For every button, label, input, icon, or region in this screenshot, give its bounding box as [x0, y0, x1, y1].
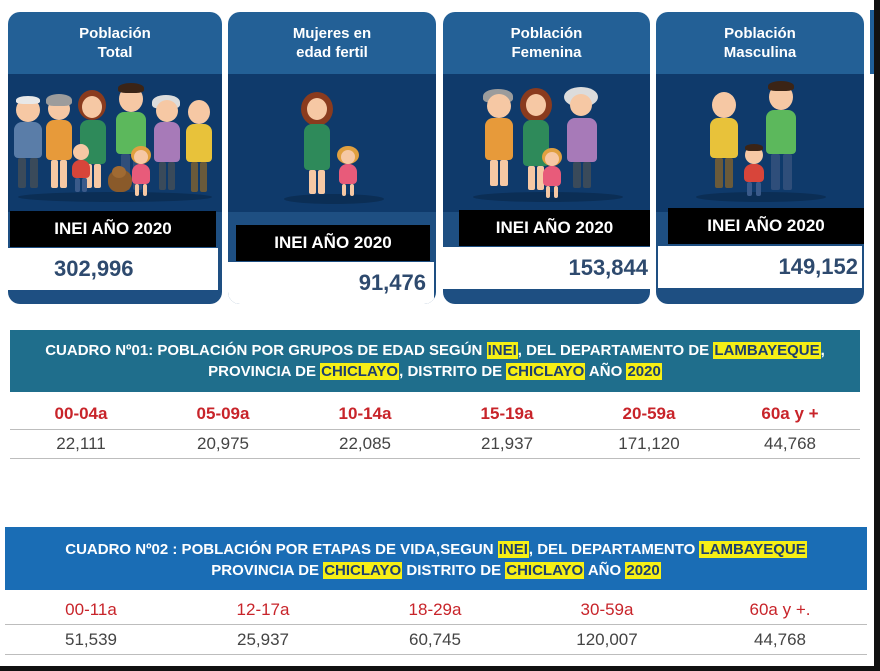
- table1-bottom-rule: [10, 458, 860, 459]
- table1-value: 171,120: [618, 434, 680, 453]
- card-poblacion-total: Población Total: [8, 12, 222, 304]
- ground-shadow: [18, 192, 212, 202]
- table2-header-row: 00-11a 12-17a 18-29a 30-59a 60a y +.: [5, 600, 867, 620]
- table2-value: 51,539: [65, 630, 117, 649]
- table2-title: CUADRO Nº02 : POBLACIÓN POR ETAPAS DE VI…: [5, 527, 867, 590]
- card-source-label: INEI AÑO 2020: [10, 211, 216, 247]
- table1-category: 05-09a: [196, 404, 250, 423]
- table1-category: 20-59a: [622, 404, 676, 423]
- table2-value: 25,937: [237, 630, 289, 649]
- table2-category: 00-11a: [65, 600, 117, 619]
- male-illustration: [656, 74, 864, 214]
- women-illustration: [228, 74, 436, 214]
- table2-category: 12-17a: [236, 600, 290, 619]
- table1-category: 10-14a: [338, 404, 392, 423]
- card-mujeres-edad-fertil: Mujeres en edad fertil INEI AÑO 2020 91,…: [228, 12, 436, 304]
- family-illustration: [8, 74, 222, 214]
- card-source-label: INEI AÑO 2020: [236, 225, 430, 261]
- card-title: Población Femenina: [443, 12, 650, 74]
- table1-value-row: 22,111 20,975 22,085 21,937 171,120 44,7…: [10, 434, 860, 454]
- table1-category: 15-19a: [480, 404, 534, 423]
- table2-value: 60,745: [409, 630, 461, 649]
- ground-shadow: [284, 194, 384, 204]
- table1-title: CUADRO Nº01: POBLACIÓN POR GRUPOS DE EDA…: [10, 330, 860, 392]
- table1-value: 22,085: [339, 434, 391, 453]
- table1-title-line1: CUADRO Nº01: POBLACIÓN POR GRUPOS DE EDA…: [45, 342, 825, 359]
- card-title: Población Masculina: [656, 12, 864, 74]
- card-source-label: INEI AÑO 2020: [668, 208, 864, 244]
- table2-category: 18-29a: [408, 600, 462, 619]
- card-title-line2: Masculina: [723, 44, 797, 61]
- card-title-line1: Población: [79, 25, 151, 42]
- table2-title-line2: PROVINCIA DE CHICLAYO DISTRITO DE CHICLA…: [211, 562, 661, 579]
- table2-divider: [5, 624, 867, 625]
- card-source-label: INEI AÑO 2020: [459, 210, 650, 246]
- table1-category: 00-04a: [54, 404, 108, 423]
- table1-title-line2: PROVINCIA DE CHICLAYO, DISTRITO DE CHICL…: [208, 363, 662, 380]
- card-poblacion-femenina: Población Femenina: [443, 12, 650, 304]
- card-title-line1: Población: [724, 25, 796, 42]
- table2-category: 30-59a: [580, 600, 634, 619]
- table1-header-row: 00-04a 05-09a 10-14a 15-19a 20-59a 60a y…: [10, 404, 860, 424]
- table1-value: 20,975: [197, 434, 249, 453]
- table2-title-line1: CUADRO Nº02 : POBLACIÓN POR ETAPAS DE VI…: [65, 541, 807, 558]
- card-title-line2: edad fertil: [296, 44, 368, 61]
- table1-value: 21,937: [481, 434, 533, 453]
- card-value: 153,844: [443, 247, 650, 289]
- card-title-line1: Población: [510, 25, 583, 42]
- table1-value: 44,768: [764, 434, 816, 453]
- table2-value: 120,007: [576, 630, 638, 649]
- window-frame-right: [874, 0, 880, 671]
- card-title: Mujeres en edad fertil: [228, 12, 436, 74]
- table2-value: 44,768: [754, 630, 806, 649]
- card-value: 91,476: [228, 262, 434, 304]
- female-illustration: [443, 74, 650, 214]
- window-frame-bottom: [0, 666, 880, 671]
- table1-category: 60a y +: [761, 404, 819, 423]
- table2-value-row: 51,539 25,937 60,745 120,007 44,768: [5, 630, 867, 650]
- table2-bottom-rule: [5, 654, 867, 655]
- card-title-line1: Mujeres en: [292, 25, 372, 42]
- table1-divider: [10, 429, 860, 430]
- card-title-line2: Femenina: [511, 44, 582, 61]
- card-value: 302,996: [8, 248, 218, 290]
- table2-category: 60a y +.: [749, 600, 811, 619]
- card-poblacion-masculina: Población Masculina INEI AÑO 2020 149,15…: [656, 12, 864, 304]
- table1-value: 22,111: [56, 434, 106, 453]
- frame-accent: [870, 10, 874, 74]
- card-title: Población Total: [8, 12, 222, 74]
- card-title-line2: Total: [97, 44, 133, 61]
- ground-shadow: [696, 192, 826, 202]
- card-value: 149,152: [658, 246, 862, 288]
